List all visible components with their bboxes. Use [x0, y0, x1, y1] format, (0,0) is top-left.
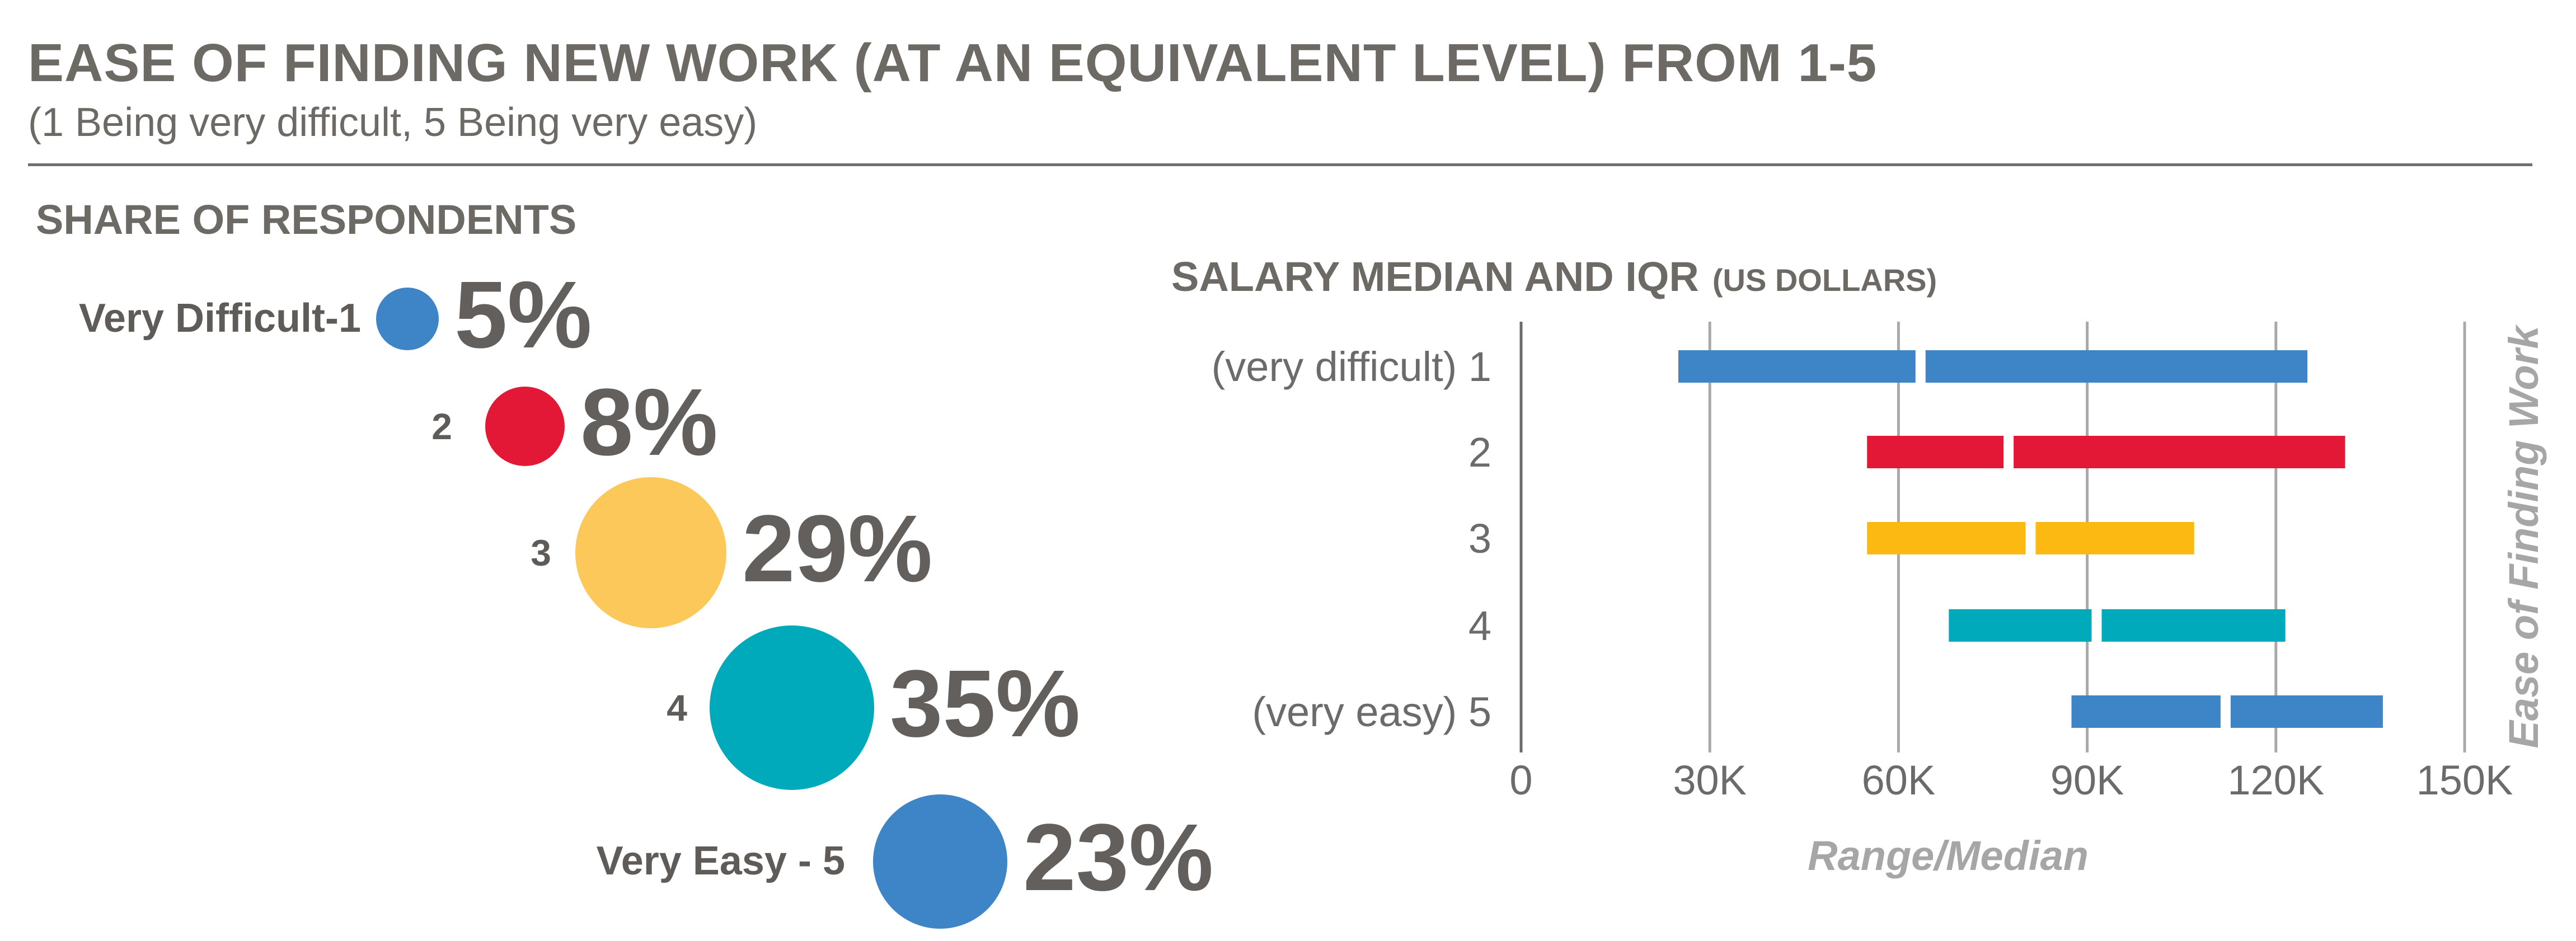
iqr-bar-upper [2035, 522, 2194, 554]
category-label: (very difficult) 1 [1212, 344, 1491, 390]
share-heading: SHARE OF RESPONDENTS [36, 196, 577, 243]
category-label: 2 [1468, 429, 1491, 476]
share-bubble [485, 387, 565, 466]
share-bubble [873, 794, 1007, 929]
share-bubble [710, 625, 874, 790]
salary-heading-unit: (US DOLLARS) [1712, 262, 1937, 298]
share-percent-label: 29% [742, 495, 933, 602]
share-category-label: 3 [531, 531, 551, 573]
iqr-bar-upper [2230, 695, 2383, 728]
x-tick-label: 120K [2227, 757, 2324, 803]
share-bubble [575, 477, 726, 628]
iqr-bar-lower [1867, 436, 2004, 468]
page-subtitle: (1 Being very difficult, 5 Being very ea… [28, 100, 758, 145]
x-tick-label: 150K [2417, 757, 2513, 803]
share-percent-label: 35% [890, 650, 1081, 757]
iqr-bar-lower [1867, 522, 2026, 554]
iqr-bar-upper [1925, 350, 2307, 383]
share-category-label: Very Difficult-1 [78, 296, 361, 341]
category-label: 4 [1468, 603, 1491, 649]
x-tick-label: 0 [1509, 757, 1532, 803]
salary-heading: SALARY MEDIAN AND IQR (US DOLLARS) [1171, 253, 1937, 300]
category-label: 3 [1468, 515, 1491, 562]
page-title: EASE OF FINDING NEW WORK (AT AN EQUIVALE… [28, 33, 1878, 93]
iqr-bar-upper [2101, 609, 2286, 642]
x-tick-label: 30K [1673, 757, 1747, 803]
iqr-bar-lower [1949, 609, 2092, 642]
share-percent-label: 8% [580, 369, 718, 476]
share-category-label: 2 [431, 405, 452, 447]
iqr-bar-lower [2071, 695, 2221, 728]
iqr-bar-upper [2014, 436, 2345, 468]
salary-heading-title: SALARY MEDIAN AND IQR [1171, 253, 1699, 300]
share-bubble [376, 288, 439, 350]
category-label: (very easy) 5 [1252, 689, 1491, 735]
header-divider [28, 163, 2532, 166]
x-axis-title: Range/Median [1808, 832, 2089, 879]
share-category-label: Very Easy - 5 [596, 839, 845, 884]
x-tick-label: 60K [1862, 757, 1936, 803]
share-percent-label: 5% [454, 261, 592, 368]
x-tick-label: 90K [2051, 757, 2124, 803]
y-axis-title: Ease of Finding Work [2500, 324, 2547, 749]
share-category-label: 4 [667, 686, 687, 728]
iqr-bar-lower [1678, 350, 1916, 383]
share-percent-label: 23% [1023, 804, 1214, 911]
